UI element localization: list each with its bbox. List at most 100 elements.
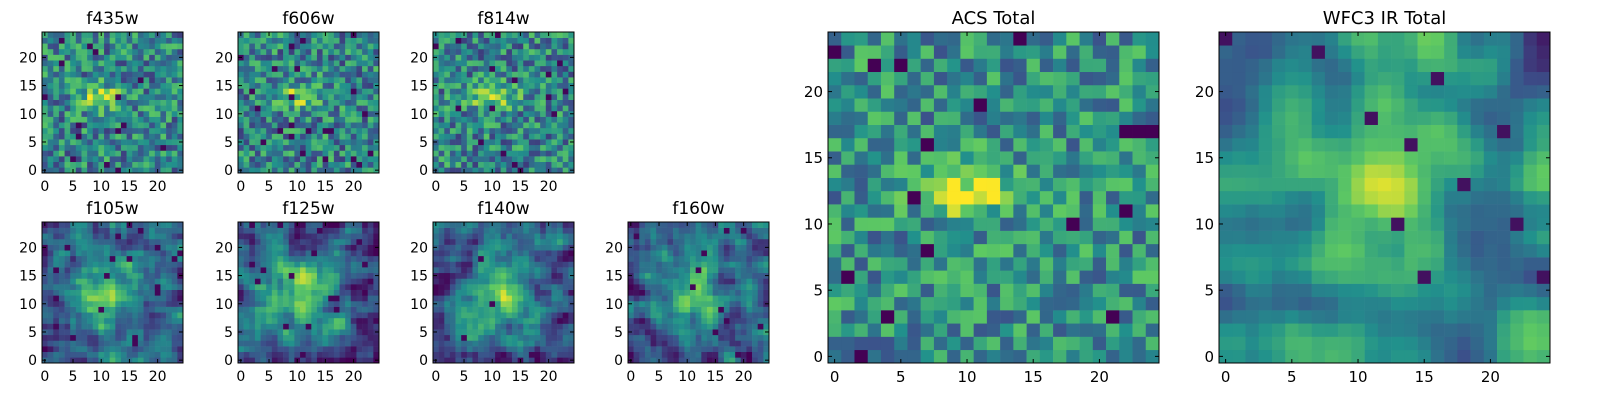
- heatmap-cell: [47, 71, 54, 78]
- heatmap-cell: [644, 357, 651, 364]
- heatmap-cell: [115, 105, 122, 112]
- heatmap-cell: [1013, 204, 1027, 218]
- heatmap-cell: [132, 150, 139, 157]
- heatmap-cell: [478, 222, 485, 228]
- heatmap-cell: [53, 227, 60, 234]
- heatmap-cell: [160, 295, 167, 302]
- heatmap-cell: [495, 32, 501, 38]
- heatmap-cell: [154, 300, 161, 307]
- heatmap-cell: [723, 312, 730, 319]
- heatmap-cell: [87, 222, 94, 228]
- heatmap-cell: [752, 284, 759, 290]
- heatmap-cell: [294, 238, 301, 245]
- heatmap-cell: [534, 156, 541, 163]
- heatmap-cell: [305, 255, 312, 262]
- heatmap-cell: [271, 150, 278, 157]
- heatmap-cell: [345, 284, 352, 290]
- heatmap-cell: [300, 127, 306, 134]
- heatmap-cell: [42, 317, 48, 324]
- heatmap-cell: [300, 77, 306, 84]
- heatmap-cell: [528, 346, 535, 353]
- heatmap-cell: [1106, 190, 1120, 205]
- heatmap-cell: [277, 227, 284, 234]
- heatmap-cell: [500, 346, 507, 353]
- heatmap-cell: [540, 357, 547, 364]
- heatmap-cell: [305, 110, 312, 117]
- heatmap-cell: [316, 161, 323, 168]
- heatmap-cell: [723, 238, 730, 245]
- heatmap-cell: [288, 261, 295, 268]
- heatmap-cell: [986, 177, 1001, 192]
- heatmap-cell: [149, 116, 156, 123]
- heatmap-cell: [461, 334, 468, 341]
- heatmap-cell: [171, 295, 178, 302]
- heatmap-cell: [1145, 243, 1160, 258]
- heatmap-cell: [656, 323, 663, 330]
- heatmap-cell: [271, 110, 278, 117]
- heatmap-cell: [328, 65, 335, 72]
- heatmap-cell: [639, 272, 646, 279]
- heatmap-cell: [64, 244, 71, 251]
- heatmap-cell: [746, 323, 753, 330]
- heatmap-cell: [752, 306, 759, 313]
- heatmap-cell: [367, 340, 374, 347]
- heatmap-cell: [271, 156, 278, 163]
- heatmap-cell: [644, 300, 651, 307]
- heatmap-cell: [149, 60, 156, 67]
- heatmap-cell: [104, 306, 110, 313]
- heatmap-cell: [729, 272, 736, 279]
- heatmap-cell: [455, 82, 462, 89]
- heatmap-cell: [568, 48, 575, 55]
- heatmap-cell: [528, 105, 535, 112]
- heatmap-cell: [650, 233, 657, 240]
- heatmap-cell: [690, 295, 696, 302]
- heatmap-cell: [266, 116, 273, 123]
- heatmap-cell: [87, 94, 94, 100]
- heatmap-cell: [650, 329, 657, 336]
- heatmap-cell: [500, 255, 507, 262]
- heatmap-cell: [534, 32, 541, 38]
- heatmap-cell: [478, 238, 485, 245]
- heatmap-cell: [132, 306, 139, 313]
- heatmap-cell: [438, 156, 445, 163]
- heatmap-cell: [266, 227, 273, 234]
- heatmap-cell: [523, 82, 530, 89]
- heatmap-cell: [64, 37, 71, 44]
- heatmap-cell: [367, 351, 374, 358]
- heatmap-cell: [333, 289, 340, 296]
- heatmap-cell: [70, 161, 77, 168]
- heatmap-cell: [534, 295, 541, 302]
- heatmap-cell: [277, 54, 284, 61]
- heatmap-cell: [449, 267, 456, 274]
- heatmap-cell: [87, 323, 94, 330]
- heatmap-cell: [639, 329, 646, 336]
- heatmap-cell: [947, 190, 961, 205]
- heatmap-cell: [639, 267, 646, 274]
- heatmap-cell: [53, 340, 60, 347]
- heatmap-cell: [1079, 243, 1094, 258]
- heatmap-cell: [92, 105, 99, 112]
- heatmap-cell: [277, 340, 284, 347]
- heatmap-cell: [64, 94, 71, 100]
- heatmap-cell: [87, 99, 94, 106]
- heatmap-cell: [461, 329, 468, 336]
- heatmap-cell: [47, 233, 54, 240]
- heatmap-cell: [283, 54, 290, 61]
- heatmap-cell: [1026, 217, 1041, 231]
- heatmap-cell: [478, 329, 485, 336]
- heatmap-cell: [104, 122, 110, 129]
- heatmap-cell: [160, 150, 167, 157]
- heatmap-cell: [42, 351, 48, 358]
- heatmap-cell: [540, 334, 547, 341]
- heatmap-cell: [166, 77, 173, 84]
- heatmap-cell: [249, 278, 256, 285]
- heatmap-cell: [109, 227, 116, 234]
- heatmap-cell: [684, 272, 691, 279]
- heatmap-cell: [104, 82, 110, 89]
- heatmap-cell: [500, 244, 507, 251]
- heatmap-cell: [149, 346, 156, 353]
- heatmap-cell: [260, 54, 267, 61]
- heatmap-cell: [311, 357, 318, 364]
- heatmap-cell: [933, 296, 948, 311]
